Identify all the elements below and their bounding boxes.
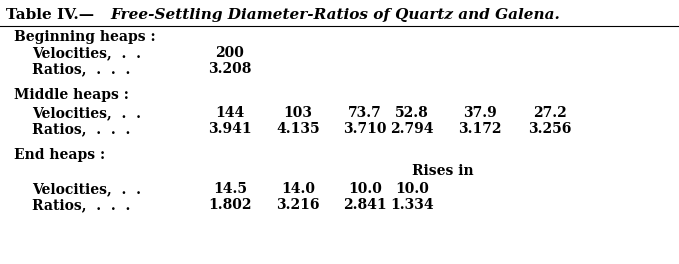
Text: Velocities,  .  .: Velocities, . . xyxy=(32,46,141,60)
Text: Ratios,  .  .  .: Ratios, . . . xyxy=(32,62,130,76)
Text: Velocities,  .  .: Velocities, . . xyxy=(32,106,141,120)
Text: Beginning heaps :: Beginning heaps : xyxy=(14,30,155,44)
Text: 3.256: 3.256 xyxy=(528,122,572,136)
Text: Rises in: Rises in xyxy=(412,164,474,178)
Text: 3.710: 3.710 xyxy=(344,122,387,136)
Text: Ratios,  .  .  .: Ratios, . . . xyxy=(32,198,130,212)
Text: 1.802: 1.802 xyxy=(208,198,252,212)
Text: 10.0: 10.0 xyxy=(348,182,382,196)
Text: 37.9: 37.9 xyxy=(463,106,497,120)
Text: 200: 200 xyxy=(215,46,244,60)
Text: 73.7: 73.7 xyxy=(348,106,382,120)
Text: Free-Settling Diameter-Ratios of Quartz and Galena.: Free-Settling Diameter-Ratios of Quartz … xyxy=(110,8,559,22)
Text: 4.135: 4.135 xyxy=(276,122,320,136)
Text: 3.172: 3.172 xyxy=(458,122,502,136)
Text: Table IV.—: Table IV.— xyxy=(6,8,94,22)
Text: 103: 103 xyxy=(284,106,312,120)
Text: 2.841: 2.841 xyxy=(343,198,387,212)
Text: 14.5: 14.5 xyxy=(213,182,247,196)
Text: End heaps :: End heaps : xyxy=(14,148,105,162)
Text: Middle heaps :: Middle heaps : xyxy=(14,88,129,102)
Text: 3.216: 3.216 xyxy=(276,198,320,212)
Text: Ratios,  .  .  .: Ratios, . . . xyxy=(32,122,130,136)
Text: 52.8: 52.8 xyxy=(395,106,429,120)
Text: 3.941: 3.941 xyxy=(208,122,252,136)
Text: 14.0: 14.0 xyxy=(281,182,315,196)
Text: 2.794: 2.794 xyxy=(390,122,434,136)
Text: 10.0: 10.0 xyxy=(395,182,429,196)
Text: 27.2: 27.2 xyxy=(533,106,567,120)
Text: 1.334: 1.334 xyxy=(390,198,434,212)
Text: 3.208: 3.208 xyxy=(208,62,252,76)
Text: 144: 144 xyxy=(215,106,244,120)
Text: Velocities,  .  .: Velocities, . . xyxy=(32,182,141,196)
